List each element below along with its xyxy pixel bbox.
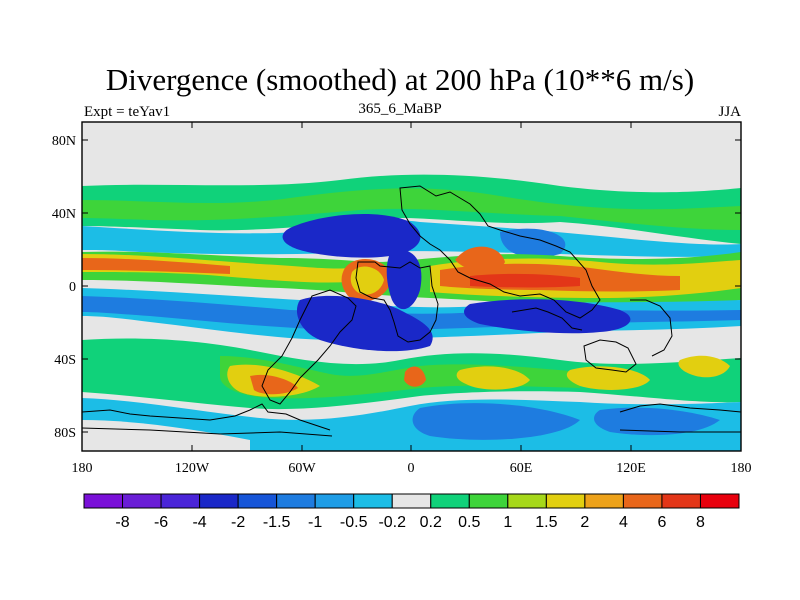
x-tick-label: 0 <box>408 461 415 476</box>
colorbar-swatch <box>199 493 239 509</box>
colorbar-label: -6 <box>154 514 168 531</box>
x-tick-label: 60E <box>510 461 533 476</box>
southern-negative-band <box>82 398 741 451</box>
south-indian-negative-core <box>594 407 720 436</box>
y-tick-label: 0 <box>69 280 76 295</box>
x-tick-label: 180 <box>72 461 93 476</box>
axis-ticks <box>81 122 742 451</box>
y-tick-label: 40N <box>52 207 76 222</box>
x-major-ticks <box>81 445 742 451</box>
northern-positive-core <box>82 188 741 230</box>
plot-title: Divergence (smoothed) at 200 hPa (10**6 … <box>105 62 695 97</box>
northern-positive-band <box>82 174 741 244</box>
amazon-atlantic-negative <box>296 295 433 352</box>
north-america-west-coast <box>511 307 583 331</box>
x-tick-label: 120W <box>175 461 210 476</box>
colorbar-swatch <box>83 493 124 509</box>
colorbar-swatch <box>507 493 547 509</box>
indian-ocean-negative <box>464 299 631 334</box>
experiment-label: Expt = teYav1 <box>84 104 171 120</box>
colorbar-swatch <box>584 493 624 509</box>
colorbar-swatch <box>661 493 701 509</box>
x-tick-label: 120E <box>616 461 646 476</box>
eurasia-coast <box>399 185 601 319</box>
east-pacific-positive-core <box>678 355 730 378</box>
colorbar-label: -0.5 <box>340 514 368 531</box>
south-pacific-negative-core <box>412 403 580 440</box>
experiment-center-label: 365_6_MaBP <box>358 101 442 117</box>
tibetan-positive-blob <box>455 246 505 272</box>
colorbar-swatch <box>160 493 201 509</box>
y-right-ticks <box>735 139 741 433</box>
colorbar-swatch <box>468 493 509 509</box>
south-atlantic-small-core <box>404 366 426 387</box>
colorbar-label: -0.2 <box>378 514 406 531</box>
colorbar-label: -8 <box>115 514 129 531</box>
colorbar-swatch <box>276 493 316 509</box>
colorbar-swatch <box>622 493 663 509</box>
asian-negative-core <box>500 228 566 258</box>
colorbar-label: 0.5 <box>458 514 480 531</box>
antarctica-coast <box>82 403 741 437</box>
x-tick-label: 180 <box>731 461 752 476</box>
south-atlantic-positive-max <box>250 374 298 395</box>
colorbar-swatch <box>391 493 432 509</box>
y-major-ticks <box>82 139 88 433</box>
colorbar-label: 2 <box>580 514 589 531</box>
colorbar-swatch <box>353 493 393 509</box>
y-tick-label: 80N <box>52 134 76 149</box>
colorbar-label: 8 <box>696 514 705 531</box>
colorbar-label: -1 <box>308 514 322 531</box>
south-pacific-positive-core <box>566 366 650 390</box>
africa-coast <box>355 261 439 343</box>
contour-field <box>82 122 741 451</box>
colorbar-label: -2 <box>231 514 245 531</box>
central-africa-negative <box>386 249 422 310</box>
subtropical-negative-core <box>282 214 421 258</box>
south-indian-positive-core <box>456 366 530 390</box>
colorbar-swatch <box>545 493 586 509</box>
season-label: JJA <box>718 104 741 120</box>
y-tick-label: 80S <box>54 426 76 441</box>
colorbar-swatch <box>122 493 162 509</box>
colorbar-label: 6 <box>657 514 666 531</box>
western-pacific-islands <box>630 299 673 357</box>
coastlines <box>82 185 741 437</box>
australia-coast <box>583 339 637 373</box>
x-axis-labels: 180 120W 60W 0 60E 120E 180 <box>72 461 752 476</box>
colorbar-label: 4 <box>619 514 628 531</box>
colorbar-label: 0.2 <box>420 514 442 531</box>
africa-atlantic-positive-core <box>82 258 230 274</box>
y-axis-labels: 80N 40N 0 40S 80S <box>52 134 76 441</box>
colorbar-label: -1.5 <box>263 514 291 531</box>
asia-positive-max <box>470 273 580 288</box>
x-top-ticks <box>191 122 632 128</box>
x-tick-label: 60W <box>288 461 316 476</box>
antarctic-background <box>82 420 250 451</box>
south-america-coast <box>261 289 357 405</box>
colorbar-label: 1.5 <box>535 514 557 531</box>
colorbar-swatch <box>314 493 355 509</box>
colorbar-swatch <box>430 493 470 509</box>
colorbar-swatch <box>237 493 278 509</box>
colorbar-label: 1 <box>503 514 512 531</box>
colorbar: -8 -6 -4 -2 -1.5 -1 -0.5 -0.2 0.2 0.5 1 1.5 2 4 6 8 <box>83 493 740 531</box>
y-tick-label: 40S <box>54 353 76 368</box>
colorbar-label: -4 <box>192 514 206 531</box>
colorbar-swatch <box>699 493 740 509</box>
